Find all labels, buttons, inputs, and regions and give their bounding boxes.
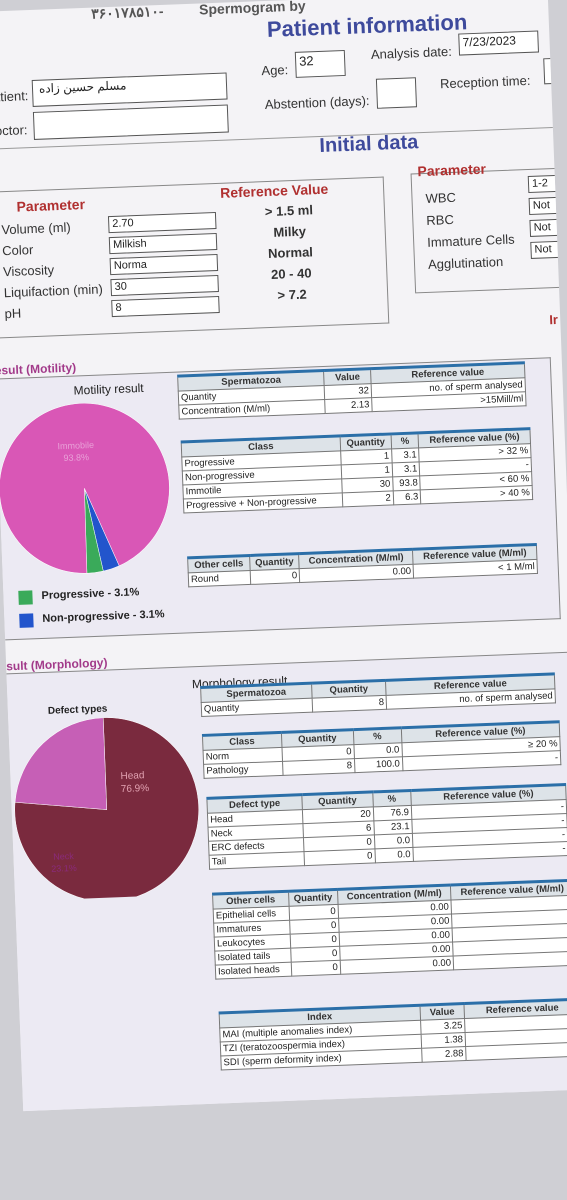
table-cell: 76.9 — [373, 805, 412, 821]
pie-label-immobile: Immobile — [57, 440, 94, 451]
age-field[interactable]: 32 — [294, 49, 346, 78]
table-header-cell: Value — [419, 1003, 465, 1021]
patient-name: مسلم حسین زاده — [38, 78, 127, 96]
analysis-date-label: Analysis date: — [370, 43, 453, 62]
table-cell: 2 — [342, 490, 394, 507]
table-cell: 8 — [282, 758, 355, 776]
analysis-date-field[interactable]: 7/23/2023 — [458, 30, 539, 56]
initial-data-title: Initial data — [319, 131, 419, 157]
program-title: Spermogram by — [198, 0, 306, 18]
morphology-other-cells-table: Other cells Quantity Concentration (M/ml) R… — [212, 878, 567, 980]
pie-slice-immobile — [0, 403, 170, 574]
defect-types-title: Defect types — [47, 703, 108, 717]
parameter-header: Parameter — [16, 196, 86, 215]
table-cell: 0 — [303, 848, 376, 866]
initial-row-label: Viscosity — [2, 262, 55, 280]
table-cell: 0 — [290, 960, 341, 977]
spermogram-report: ۳۶۰۱۷۸۵۱۰- Spermogram by Patient informa… — [0, 0, 567, 1112]
right-parameter-header: Parameter — [417, 160, 487, 180]
right-row-field[interactable]: Not — [528, 196, 567, 215]
table-header-cell: % — [372, 790, 412, 807]
initial-row-value: Norma — [113, 258, 148, 272]
initial-row-label: pH — [4, 305, 22, 322]
motility-chart-title: Motility result — [73, 380, 144, 398]
table-cell: Round — [188, 570, 251, 587]
right-row-label: Agglutination — [427, 254, 504, 272]
right-row-value: Not — [533, 221, 552, 234]
table-cell: Isolated heads — [215, 962, 292, 980]
pie-label-immobile-pct: 93.8% — [63, 452, 89, 463]
right-edge-letter: Ir — [548, 311, 559, 328]
doctor-label: Doctor: — [0, 122, 28, 139]
age-label: Age: — [261, 62, 289, 79]
initial-row-label: Color — [1, 242, 34, 259]
initial-row-label: Volume (ml) — [1, 219, 72, 238]
initial-row-value: 2.70 — [112, 217, 134, 230]
pie-label-head: Head — [120, 770, 144, 782]
initial-row-reference: 20 - 40 — [270, 265, 312, 282]
table-cell: 2.88 — [421, 1046, 467, 1063]
right-row-field[interactable]: Not — [529, 218, 567, 237]
table-cell: 3.1 — [391, 447, 420, 463]
doctor-field[interactable] — [32, 104, 229, 140]
legend-swatch — [19, 613, 34, 628]
patient-label: Patient: — [0, 88, 29, 105]
section-title-patient: Patient information — [266, 9, 468, 42]
table-cell: 8 — [311, 695, 387, 713]
abstention-label: Abstention (days): — [264, 93, 370, 113]
table-cell: 93.8 — [392, 475, 421, 491]
motility-pie-chart: Immobile 93.8% — [0, 403, 170, 574]
table-cell: Tail — [209, 851, 305, 870]
table-cell: 0.0 — [374, 847, 414, 863]
morphology-pie-chart: Head 76.9% Neck 23.1% — [14, 717, 199, 902]
reception-field[interactable] — [543, 57, 567, 85]
initial-row-reference: Milky — [273, 223, 307, 240]
right-row-field[interactable]: 1-2 — [527, 174, 567, 194]
table-cell: 100.0 — [354, 756, 403, 773]
pie-label-head-pct: 76.9% — [121, 783, 150, 795]
right-row-field[interactable]: Not — [530, 240, 567, 259]
analysis-date: 7/23/2023 — [462, 33, 517, 50]
pie-slice-neck — [14, 717, 108, 810]
table-header-cell: % — [390, 432, 419, 449]
morphology-defect-table: Defect type Quantity% Reference value (%) H… — [206, 782, 567, 870]
motility-pie — [0, 403, 170, 574]
table-cell: 0.0 — [374, 833, 413, 849]
initial-row-value: Milkish — [112, 237, 147, 251]
initial-row-reference: Normal — [267, 244, 314, 262]
table-cell: 6.3 — [393, 489, 422, 505]
initial-row-value: 8 — [115, 301, 122, 314]
initial-row-value: 30 — [114, 280, 128, 293]
table-cell: 0 — [249, 568, 300, 585]
right-row-value: Not — [534, 243, 552, 256]
right-row-label: RBC — [426, 211, 455, 228]
pie-label-neck: Neck — [53, 851, 74, 862]
report-number: ۳۶۰۱۷۸۵۱۰- — [90, 2, 164, 22]
initial-row-reference: > 7.2 — [277, 286, 308, 303]
table-cell: 2.13 — [325, 397, 373, 414]
table-cell: 3.1 — [392, 461, 421, 477]
morphology-pie — [14, 717, 199, 902]
right-row-value: 1-2 — [531, 177, 549, 190]
table-cell: 23.1 — [373, 819, 413, 835]
legend-swatch — [18, 590, 33, 605]
table-cell: Pathology — [203, 761, 283, 779]
motility-class-table: Class Quantity% Reference value (%) Progres… — [180, 427, 534, 514]
age-value: 32 — [298, 53, 314, 69]
abstention-field[interactable] — [375, 77, 418, 109]
patient-name-field[interactable]: مسلم حسین زاده — [31, 72, 228, 107]
right-row-label: WBC — [425, 189, 457, 206]
reception-label: Reception time: — [439, 72, 531, 92]
initial-row-reference: > 1.5 ml — [264, 202, 314, 220]
right-row-value: Not — [532, 199, 551, 212]
pie-label-neck-pct: 23.1% — [51, 863, 77, 874]
